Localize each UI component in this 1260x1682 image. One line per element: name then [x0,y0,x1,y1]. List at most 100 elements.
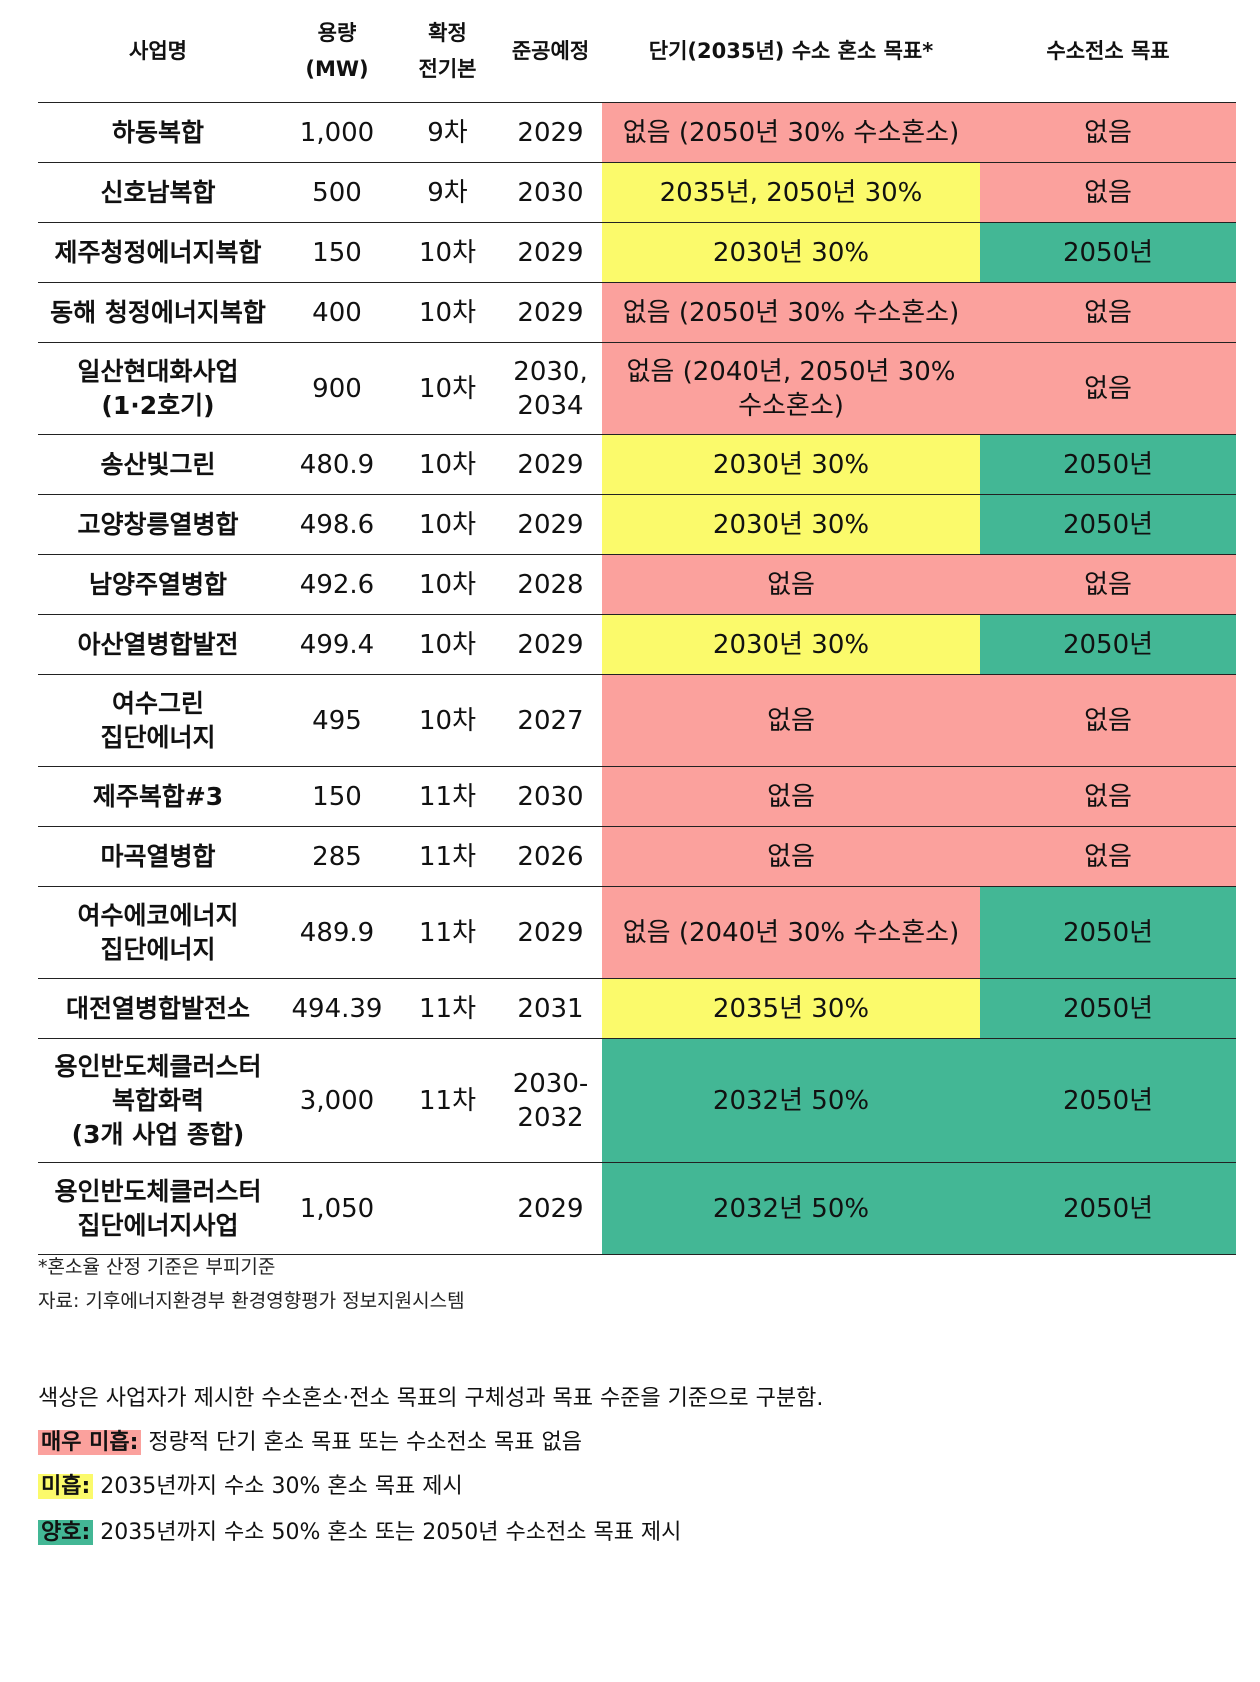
cell-project-name: 남양주열병합 [38,554,278,615]
cell-full-hydrogen-target: 없음 [980,282,1236,343]
table-row: 동해 청정에너지복합 400 10차 2029 없음 (2050년 30% 수소혼소) 없… [38,282,1236,343]
cell-short-term-target: 2032년 50% [602,1162,980,1255]
cell-short-term-target: 2030년 30% [602,222,980,283]
cell-capacity: 3,000 [278,1038,396,1163]
table-row: 남양주열병합 492.6 10차 2028 없음 없음 [38,554,1236,615]
cell-plan [396,1162,499,1255]
legend-intro: 색상은 사업자가 제시한 수소혼소·전소 목표의 구체성과 목표 수준을 기준으… [38,1386,824,1411]
table-row: 제주청정에너지복합 150 10차 2029 2030년 30% 2050년 [38,222,1236,283]
cell-plan: 10차 [396,222,499,283]
cell-short-term-target: 없음 [602,766,980,827]
legend-very-poor-label: 매우 미흡: [38,1430,142,1455]
cell-plan: 11차 [396,1038,499,1163]
cell-full-hydrogen-target: 없음 [980,102,1236,163]
cell-plan: 9차 [396,102,499,163]
cell-completion-year: 2029 [499,614,602,675]
table-row: 여수그린 집단에너지 495 10차 2027 없음 없음 [38,674,1236,767]
cell-project-name: 제주청정에너지복합 [38,222,278,283]
header-plan: 확정 전기본 [396,0,499,103]
cell-capacity: 285 [278,826,396,887]
table-body: 하동복합 1,000 9차 2029 없음 (2050년 30% 수소혼소) 없음 신호남복… [38,102,1236,1255]
cell-full-hydrogen-target: 2050년 [980,494,1236,555]
cell-project-name: 마곡열병합 [38,826,278,887]
table-row: 신호남복합 500 9차 2030 2035년, 2050년 30% 없음 [38,162,1236,223]
cell-project-name: 용인반도체클러스터 집단에너지사업 [38,1162,278,1255]
legend-poor-text: 2035년까지 수소 30% 혼소 목표 제시 [93,1474,463,1499]
cell-completion-year: 2030- 2032 [499,1038,602,1163]
cell-full-hydrogen-target: 2050년 [980,886,1236,979]
cell-capacity: 492.6 [278,554,396,615]
cell-capacity: 498.6 [278,494,396,555]
cell-completion-year: 2028 [499,554,602,615]
cell-plan: 11차 [396,978,499,1039]
cell-plan: 11차 [396,886,499,979]
cell-completion-year: 2030 [499,162,602,223]
table-container: 사업명 용량 (MW) 확정 전기본 준공예정 단기(2035년) 수소 혼소 … [38,0,1236,1255]
cell-short-term-target: 2035년, 2050년 30% [602,162,980,223]
cell-plan: 10차 [396,494,499,555]
cell-plan: 10차 [396,554,499,615]
cell-plan: 10차 [396,614,499,675]
cell-full-hydrogen-target: 2050년 [980,614,1236,675]
table-row: 용인반도체클러스터 집단에너지사업 1,050 2029 2032년 50% 2050년 [38,1162,1236,1255]
cell-full-hydrogen-target: 2050년 [980,1162,1236,1255]
header-name: 사업명 [38,0,278,103]
cell-project-name: 송산빛그린 [38,434,278,495]
cell-capacity: 500 [278,162,396,223]
cell-capacity: 150 [278,766,396,827]
header-row: 사업명 용량 (MW) 확정 전기본 준공예정 단기(2035년) 수소 혼소 … [38,0,1236,103]
legend-good-label: 양호: [38,1520,94,1545]
cell-capacity: 499.4 [278,614,396,675]
table-row: 용인반도체클러스터 복합화력 (3개 사업 종합) 3,000 11차 2030- 2… [38,1038,1236,1163]
header-full-hydrogen-target: 수소전소 목표 [980,0,1236,103]
table-row: 대전열병합발전소 494.39 11차 2031 2035년 30% 2050년 [38,978,1236,1039]
cell-short-term-target: 없음 [602,554,980,615]
cell-short-term-target: 2032년 50% [602,1038,980,1163]
cell-completion-year: 2029 [499,222,602,283]
cell-capacity: 900 [278,342,396,435]
cell-full-hydrogen-target: 2050년 [980,978,1236,1039]
legend-good: 양호: 2035년까지 수소 50% 혼소 또는 2050년 수소전소 목표 제… [38,1514,681,1546]
cell-capacity: 480.9 [278,434,396,495]
cell-full-hydrogen-target: 없음 [980,342,1236,435]
cell-plan: 11차 [396,826,499,887]
cell-full-hydrogen-target: 없음 [980,766,1236,827]
legend-poor-label: 미흡: [38,1474,94,1499]
cell-full-hydrogen-target: 없음 [980,554,1236,615]
cell-plan: 10차 [396,434,499,495]
cell-completion-year: 2029 [499,494,602,555]
cell-completion-year: 2029 [499,434,602,495]
cell-project-name: 고양창릉열병합 [38,494,278,555]
table-row: 아산열병합발전 499.4 10차 2029 2030년 30% 2050년 [38,614,1236,675]
table-row: 고양창릉열병합 498.6 10차 2029 2030년 30% 2050년 [38,494,1236,555]
cell-capacity: 150 [278,222,396,283]
cell-capacity: 1,050 [278,1162,396,1255]
cell-full-hydrogen-target: 없음 [980,162,1236,223]
cell-full-hydrogen-target: 없음 [980,826,1236,887]
cell-capacity: 495 [278,674,396,767]
header-capacity: 용량 (MW) [278,0,396,103]
cell-project-name: 여수그린 집단에너지 [38,674,278,767]
cell-completion-year: 2030, 2034 [499,342,602,435]
table-row: 송산빛그린 480.9 10차 2029 2030년 30% 2050년 [38,434,1236,495]
cell-project-name: 대전열병합발전소 [38,978,278,1039]
cell-plan: 9차 [396,162,499,223]
cell-capacity: 489.9 [278,886,396,979]
cell-short-term-target: 없음 (2050년 30% 수소혼소) [602,282,980,343]
table-row: 하동복합 1,000 9차 2029 없음 (2050년 30% 수소혼소) 없음 [38,102,1236,163]
legend-good-text: 2035년까지 수소 50% 혼소 또는 2050년 수소전소 목표 제시 [93,1520,682,1545]
cell-full-hydrogen-target: 2050년 [980,434,1236,495]
cell-completion-year: 2026 [499,826,602,887]
table-row: 제주복합#3 150 11차 2030 없음 없음 [38,766,1236,827]
cell-completion-year: 2029 [499,1162,602,1255]
cell-project-name: 신호남복합 [38,162,278,223]
cell-project-name: 아산열병합발전 [38,614,278,675]
cell-plan: 10차 [396,342,499,435]
cell-full-hydrogen-target: 2050년 [980,1038,1236,1163]
cell-project-name: 일산현대화사업 (1·2호기) [38,342,278,435]
cell-short-term-target: 2035년 30% [602,978,980,1039]
cell-short-term-target: 없음 (2040년, 2050년 30% 수소혼소) [602,342,980,435]
cell-capacity: 1,000 [278,102,396,163]
source-note: 자료: 기후에너지환경부 환경영향평가 정보지원시스템 [38,1290,465,1312]
cell-project-name: 용인반도체클러스터 복합화력 (3개 사업 종합) [38,1038,278,1163]
